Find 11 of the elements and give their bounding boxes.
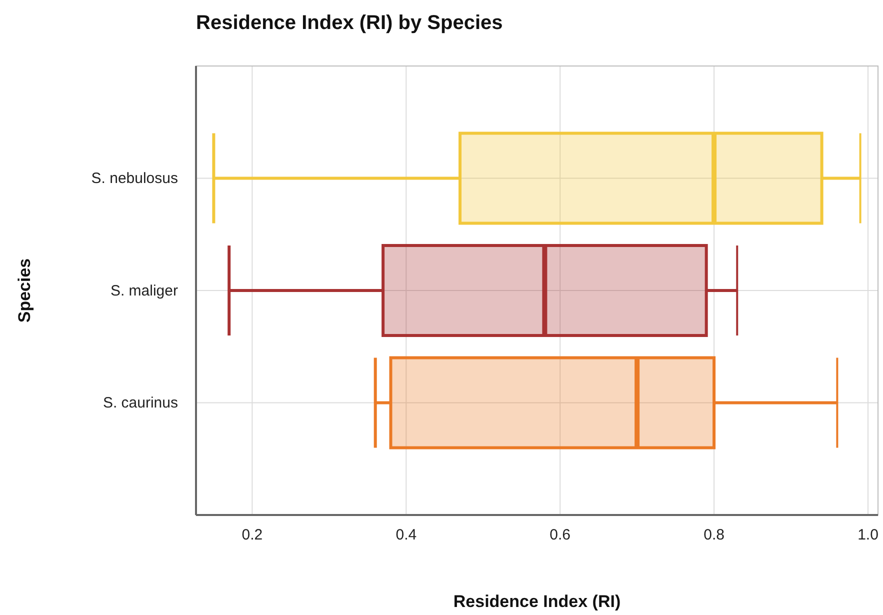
x-tick-label: 0.8 [704,526,724,544]
y-tick-label: S. maliger [110,282,178,300]
y-tick-label: S. nebulosus [91,170,178,188]
y-tick-label: S. caurinus [102,394,178,412]
x-tick-label: 0.6 [550,526,571,544]
chart-title: Residence Index (RI) by Species [196,12,503,34]
x-tick-label: 0.4 [396,526,417,544]
y-axis-title: Species [15,258,34,323]
x-tick-label: 0.2 [242,526,263,544]
x-axis-title: Residence Index (RI) [453,592,621,611]
x-tick-label: 1.0 [858,526,878,544]
